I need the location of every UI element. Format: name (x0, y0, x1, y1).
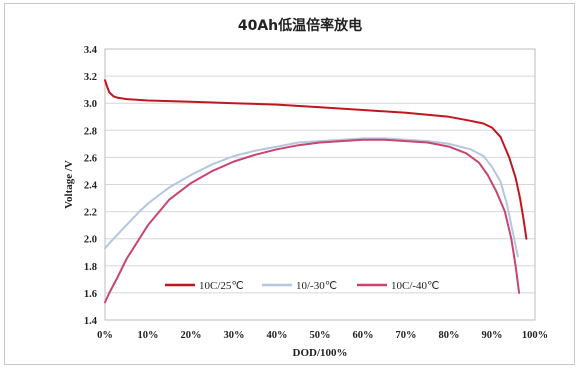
series-line-2 (104, 137, 519, 258)
legend-label-3: 10C/-40℃ (391, 280, 439, 292)
legend-label-2: 10/-30℃ (296, 280, 337, 292)
y-tick-label: 2.0 (84, 235, 97, 246)
series-line-3 (104, 138, 521, 304)
legend-label-1: 10C/25℃ (199, 280, 244, 292)
x-tick-label: 100% (522, 330, 548, 341)
y-axis-title: Voltage /V (63, 160, 75, 209)
series-lines (104, 79, 528, 304)
y-tick-label: 3.4 (84, 45, 98, 56)
chart-title: 40Ah低温倍率放电 (238, 17, 362, 34)
x-tick-label: 30% (224, 330, 245, 341)
x-tick-label: 0% (97, 330, 113, 341)
y-tick-label: 2.6 (84, 153, 97, 164)
x-tick-labels: 0% 10% 20% 30% 40% 50% 60% 70% 80% 90% 100% (97, 330, 548, 341)
grid-lines (105, 75, 535, 294)
y-tick-label: 1.4 (84, 316, 98, 327)
y-tick-label: 1.8 (84, 262, 97, 273)
x-tick-label: 10% (138, 330, 159, 341)
x-axis-title: DOD/100% (293, 347, 348, 359)
x-tick-label: 50% (310, 330, 331, 341)
y-tick-label: 3.0 (84, 99, 97, 110)
x-tick-label: 90% (482, 330, 503, 341)
y-tick-label: 3.2 (84, 72, 97, 83)
x-tick-label: 40% (267, 330, 288, 341)
x-tick-label: 70% (396, 330, 417, 341)
x-tick-label: 80% (439, 330, 460, 341)
y-tick-label: 2.4 (84, 181, 98, 192)
y-tick-label: 2.2 (84, 208, 97, 219)
y-tick-labels: 1.4 1.6 1.8 2.0 2.2 2.4 2.6 2.8 3.0 3.2 3.4 (84, 45, 98, 327)
legend: 10C/25℃ 10/-30℃ 10C/-40℃ (165, 280, 439, 292)
x-tick-label: 20% (181, 330, 202, 341)
y-tick-label: 2.8 (84, 126, 97, 137)
y-tick-label: 1.6 (84, 289, 97, 300)
x-tick-label: 60% (353, 330, 374, 341)
series-line-1 (104, 79, 528, 240)
plot-area (104, 48, 536, 321)
